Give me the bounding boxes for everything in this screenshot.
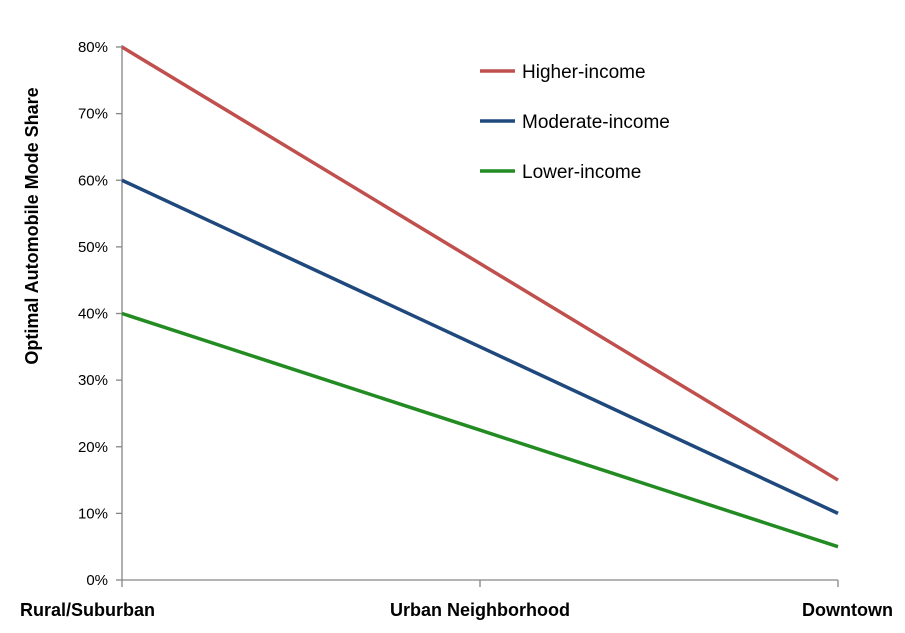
y-axis-title: Optimal Automobile Mode Share — [22, 87, 42, 364]
legend: Higher-income Moderate-income Lower-income — [480, 62, 670, 183]
y-tick-label: 40% — [78, 306, 108, 323]
x-category-label: Urban Neighborhood — [390, 600, 570, 620]
series-line-moderate-income — [121, 178, 839, 515]
y-axis-ticks: 0% 10% 20% 30% 40% 50% 60% 70% 80% — [78, 39, 122, 589]
axes — [121, 45, 838, 581]
y-tick-label: 60% — [78, 172, 108, 189]
x-category-label: Rural/Suburban — [20, 600, 155, 620]
series-lines — [121, 45, 839, 549]
y-tick-label: 50% — [78, 239, 108, 256]
y-tick-label: 80% — [78, 39, 108, 56]
y-tick-label: 0% — [86, 572, 108, 589]
y-tick-label: 10% — [78, 505, 108, 522]
series-line-higher-income — [121, 45, 839, 482]
legend-label: Higher-income — [522, 62, 646, 83]
series-line-lower-income — [121, 311, 839, 549]
y-tick-label: 70% — [78, 106, 108, 123]
legend-label: Lower-income — [522, 162, 641, 183]
legend-label: Moderate-income — [522, 112, 670, 133]
y-tick-label: 20% — [78, 439, 108, 456]
x-axis-ticks: Rural/Suburban Urban Neighborhood Downtown — [20, 580, 893, 620]
y-tick-label: 30% — [78, 372, 108, 389]
x-category-label: Downtown — [802, 600, 893, 620]
